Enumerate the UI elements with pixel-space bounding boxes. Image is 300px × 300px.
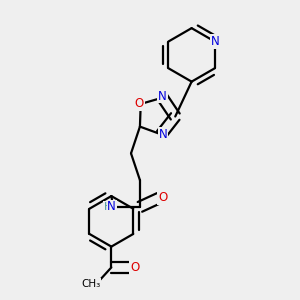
- Text: O: O: [135, 98, 144, 110]
- Text: O: O: [130, 261, 139, 274]
- Text: N: N: [107, 200, 116, 213]
- Text: CH₃: CH₃: [81, 279, 100, 289]
- Text: N: N: [158, 90, 167, 103]
- Text: H: H: [103, 202, 112, 212]
- Text: O: O: [158, 191, 167, 205]
- Text: N: N: [158, 128, 167, 141]
- Text: N: N: [210, 35, 219, 48]
